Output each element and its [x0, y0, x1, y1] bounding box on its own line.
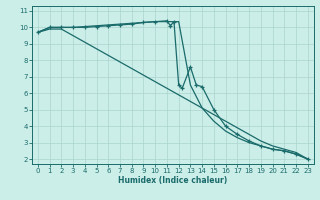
X-axis label: Humidex (Indice chaleur): Humidex (Indice chaleur)	[118, 176, 228, 185]
